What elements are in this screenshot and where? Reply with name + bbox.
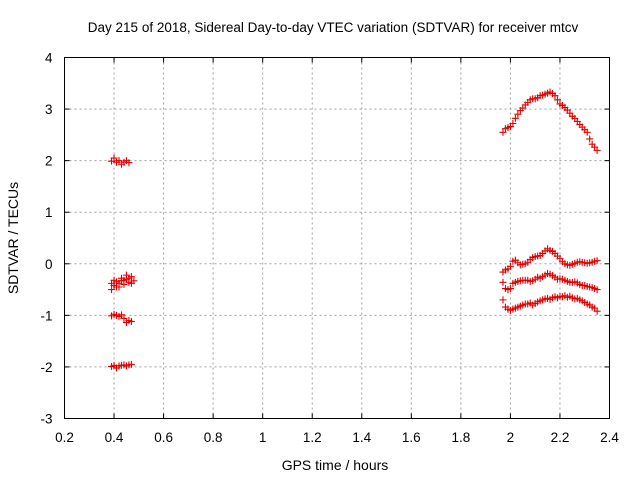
data-point-marker xyxy=(586,135,594,143)
data-point-marker xyxy=(509,120,517,128)
data-point-marker xyxy=(120,276,128,284)
data-point-marker xyxy=(551,92,559,100)
y-tick-label: 4 xyxy=(45,51,53,66)
data-markers xyxy=(108,88,601,372)
grid-lines xyxy=(64,57,610,419)
y-tick-label: -1 xyxy=(40,308,52,323)
axis-ticks xyxy=(64,57,610,419)
y-tick-label: -3 xyxy=(40,412,52,427)
data-point-marker xyxy=(125,159,133,167)
x-axis-label: GPS time / hours xyxy=(282,457,389,473)
series-2 xyxy=(499,88,601,154)
series-5 xyxy=(499,292,601,315)
data-point-marker xyxy=(115,283,123,291)
data-point-marker xyxy=(499,278,507,286)
data-point-marker xyxy=(113,278,121,286)
y-tick-label: 1 xyxy=(45,205,53,220)
series-1 xyxy=(108,154,138,372)
data-point-marker xyxy=(127,318,135,326)
data-point-marker xyxy=(593,286,601,294)
data-point-marker xyxy=(593,307,601,315)
x-tick-label: 1.2 xyxy=(303,430,322,445)
data-point-marker xyxy=(514,110,522,118)
data-point-marker xyxy=(506,262,514,270)
series-3 xyxy=(499,245,601,276)
data-point-marker xyxy=(511,114,519,122)
x-tick-label: 2.2 xyxy=(551,430,570,445)
x-tick-label: 0.6 xyxy=(154,430,173,445)
x-tick-label: 1.6 xyxy=(402,430,421,445)
data-point-marker xyxy=(499,296,507,304)
y-tick-labels: -3 -2 -1 0 1 2 3 4 xyxy=(40,51,53,427)
y-tick-label: -2 xyxy=(40,360,52,375)
y-tick-label: 2 xyxy=(45,154,53,169)
data-point-marker xyxy=(125,274,133,282)
data-point-marker xyxy=(499,128,507,136)
data-point-marker xyxy=(553,96,561,104)
data-point-marker xyxy=(127,360,135,368)
x-tick-label: 0.2 xyxy=(55,430,74,445)
y-tick-label: 0 xyxy=(45,257,53,272)
data-point-marker xyxy=(583,128,591,136)
data-point-marker xyxy=(120,314,128,322)
chart-title: Day 215 of 2018, Sidereal Day-to-day VTE… xyxy=(88,20,579,35)
data-point-marker xyxy=(115,157,123,165)
series-4 xyxy=(499,270,601,294)
x-tick-label: 2 xyxy=(507,430,515,445)
x-tick-label: 1 xyxy=(259,430,267,445)
x-tick-label: 1.4 xyxy=(352,430,371,445)
data-point-marker xyxy=(127,279,135,287)
x-tick-label: 2.4 xyxy=(600,430,619,445)
data-point-marker xyxy=(593,146,601,154)
data-point-marker xyxy=(593,257,601,265)
x-tick-label: 0.8 xyxy=(204,430,223,445)
x-tick-label: 1.8 xyxy=(451,430,470,445)
x-tick-labels: 0.2 0.4 0.6 0.8 1 1.2 1.4 1.6 1.8 2 2.2 2.4 xyxy=(55,430,619,445)
y-tick-label: 3 xyxy=(45,102,53,117)
y-axis-label: SDTVAR / TECUs xyxy=(5,182,21,294)
data-point-marker xyxy=(117,311,125,319)
plot-frame xyxy=(64,57,610,419)
x-tick-label: 0.4 xyxy=(105,430,124,445)
data-point-marker xyxy=(108,286,116,294)
data-point-marker xyxy=(110,281,118,289)
data-point-marker xyxy=(110,154,118,162)
data-point-marker xyxy=(506,285,514,293)
